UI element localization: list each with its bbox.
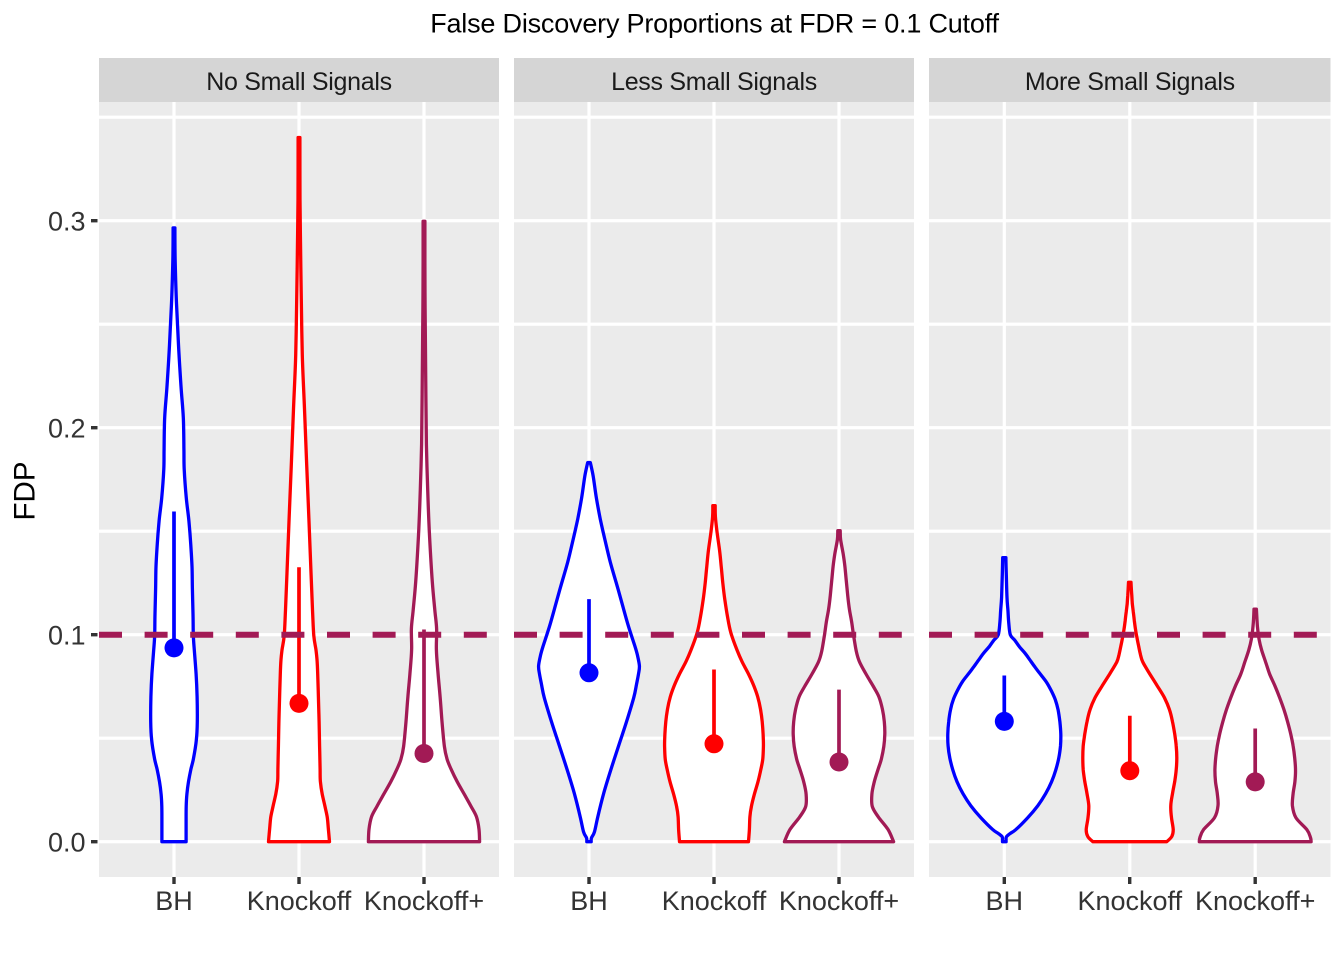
svg-text:BH: BH bbox=[155, 886, 193, 916]
svg-text:0.1: 0.1 bbox=[48, 620, 86, 650]
svg-text:Knockoff+: Knockoff+ bbox=[779, 886, 899, 916]
svg-text:Knockoff+: Knockoff+ bbox=[364, 886, 484, 916]
svg-text:0.3: 0.3 bbox=[48, 206, 86, 236]
svg-text:Knockoff+: Knockoff+ bbox=[1195, 886, 1315, 916]
svg-text:BH: BH bbox=[570, 886, 608, 916]
svg-text:More Small Signals: More Small Signals bbox=[1025, 68, 1235, 96]
svg-text:No Small Signals: No Small Signals bbox=[206, 68, 392, 96]
svg-text:Knockoff: Knockoff bbox=[247, 886, 352, 916]
svg-text:0.0: 0.0 bbox=[48, 827, 86, 857]
svg-text:False Discovery Proportions at: False Discovery Proportions at FDR = 0.1… bbox=[430, 9, 999, 39]
svg-text:BH: BH bbox=[986, 886, 1024, 916]
svg-text:Knockoff: Knockoff bbox=[1078, 886, 1183, 916]
svg-text:Knockoff: Knockoff bbox=[662, 886, 767, 916]
svg-text:0.2: 0.2 bbox=[48, 413, 86, 443]
svg-text:FDP: FDP bbox=[9, 462, 42, 521]
svg-text:Less Small Signals: Less Small Signals bbox=[611, 68, 817, 96]
